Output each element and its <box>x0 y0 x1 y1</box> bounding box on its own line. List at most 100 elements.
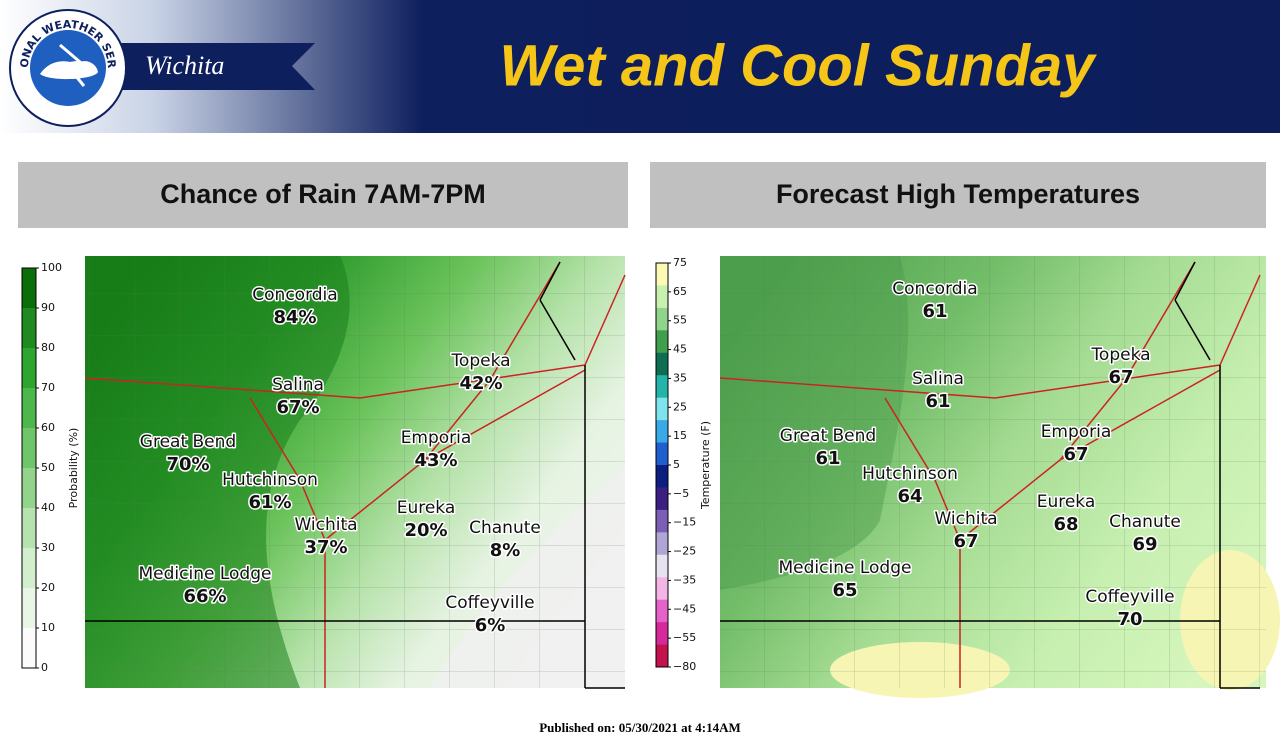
city-value: 69 <box>1132 534 1157 555</box>
colorbar-segment <box>656 352 668 376</box>
colorbar-segment <box>656 644 668 668</box>
colorbar-tick-label: 35 <box>673 371 687 384</box>
city-name: Eureka <box>397 498 456 518</box>
state-line <box>720 261 1260 689</box>
city-value: 70% <box>166 454 209 475</box>
colorbar-segment <box>656 263 668 286</box>
office-name: Wichita <box>145 51 224 80</box>
city-value: 66% <box>183 586 226 607</box>
city-value: 43% <box>414 450 457 471</box>
colorbar-label: Temperature (F) <box>699 421 712 510</box>
colorbar-segment <box>656 599 668 623</box>
city-value: 70 <box>1117 609 1142 630</box>
logo-bolt <box>59 43 86 87</box>
colorbar-segment <box>656 420 668 444</box>
city-name: Topeka <box>1090 345 1150 365</box>
main-title: Wet and Cool Sunday <box>499 33 1097 98</box>
city-name: Coffeyville <box>1085 587 1174 607</box>
city-value: 61% <box>248 492 291 513</box>
roads <box>84 261 626 688</box>
city-value: 64 <box>897 486 922 507</box>
colorbar-segment <box>656 307 668 331</box>
panel-title: Chance of Rain 7AM-7PM <box>160 179 486 209</box>
colorbar-tick-label: −35 <box>673 573 696 586</box>
colorbar-tick-label: −55 <box>673 631 696 644</box>
colorbar-segment <box>656 375 668 399</box>
city-name: Chanute <box>1109 512 1181 532</box>
office-ribbon <box>90 43 315 90</box>
colorbar-segment <box>22 468 36 509</box>
colorbar-segment <box>656 532 668 556</box>
colorbar-tick-label: 5 <box>673 458 680 471</box>
city-value: 37% <box>304 537 347 558</box>
county-grid <box>85 256 625 688</box>
city-name: Salina <box>912 369 964 389</box>
colorbar-segment <box>22 428 36 469</box>
colorbar-segment <box>656 465 668 488</box>
colorbar-segment <box>656 554 668 578</box>
city-name: Emporia <box>1041 422 1112 442</box>
city-name: Great Bend <box>140 432 236 452</box>
colorbar-tick-label: 90 <box>41 301 55 314</box>
city-value: 61 <box>925 391 950 412</box>
colorbar-segment <box>656 577 668 601</box>
colorbar-segment <box>22 628 36 669</box>
colorbar-tick-label: 60 <box>41 421 55 434</box>
city-value: 67 <box>1063 444 1088 465</box>
colorbar-segment <box>656 509 668 533</box>
colorbar-segment <box>656 285 668 309</box>
city-value: 67% <box>276 397 319 418</box>
city-name: Eureka <box>1037 492 1096 512</box>
colorbar-segment <box>22 508 36 549</box>
panel-header <box>650 162 1266 228</box>
city-name: Concordia <box>252 285 337 305</box>
city-value: 6% <box>475 615 506 636</box>
colorbar-tick-label: 10 <box>41 621 55 634</box>
city-value: 8% <box>490 540 521 561</box>
colorbar-tick-label: −80 <box>673 660 696 673</box>
city-value: 84% <box>273 307 316 328</box>
city-name: Coffeyville <box>445 593 534 613</box>
county-grid <box>720 256 1266 688</box>
colorbar-segment <box>22 268 36 309</box>
city-name: Wichita <box>294 515 357 535</box>
city-name: Hutchinson <box>862 464 958 484</box>
panel-header <box>18 162 628 228</box>
city-value: 67 <box>953 531 978 552</box>
city-name: Hutchinson <box>222 470 318 490</box>
city-name: Medicine Lodge <box>779 558 912 578</box>
colorbar-segment <box>22 548 36 589</box>
colorbar-segment <box>22 308 36 349</box>
colorbar-tick-label: 40 <box>41 501 55 514</box>
colorbar-tick-label: −15 <box>673 516 696 529</box>
colorbar-tick-label: −5 <box>673 487 689 500</box>
city-value: 61 <box>815 448 840 469</box>
city-name: Salina <box>272 375 324 395</box>
colorbar-tick-label: 25 <box>673 400 687 413</box>
colorbar-tick-label: 55 <box>673 314 687 327</box>
colorbar-tick-label: 45 <box>673 343 687 356</box>
colorbar-tick-label: 20 <box>41 581 55 594</box>
colorbar-segment <box>22 588 36 629</box>
colorbar-tick-label: 50 <box>41 461 55 474</box>
city-name: Concordia <box>892 279 977 299</box>
colorbar-tick-label: 0 <box>41 661 48 674</box>
city-name: Emporia <box>401 428 472 448</box>
roads <box>719 261 1261 688</box>
city-name: Topeka <box>450 351 510 371</box>
colorbar-segment <box>656 330 668 354</box>
colorbar-tick-label: 70 <box>41 381 55 394</box>
colorbar-tick-label: 30 <box>41 541 55 554</box>
colorbar-tick-label: −25 <box>673 545 696 558</box>
colorbar-segment <box>656 487 668 511</box>
city-value: 42% <box>459 373 502 394</box>
colorbar-segment <box>656 397 668 421</box>
panel-title: Forecast High Temperatures <box>776 179 1140 209</box>
state-line <box>85 261 625 689</box>
city-value: 61 <box>922 301 947 322</box>
colorbar-segment <box>22 388 36 429</box>
city-name: Medicine Lodge <box>139 564 272 584</box>
colorbar-tick-label: 80 <box>41 341 55 354</box>
city-name: Great Bend <box>780 426 876 446</box>
